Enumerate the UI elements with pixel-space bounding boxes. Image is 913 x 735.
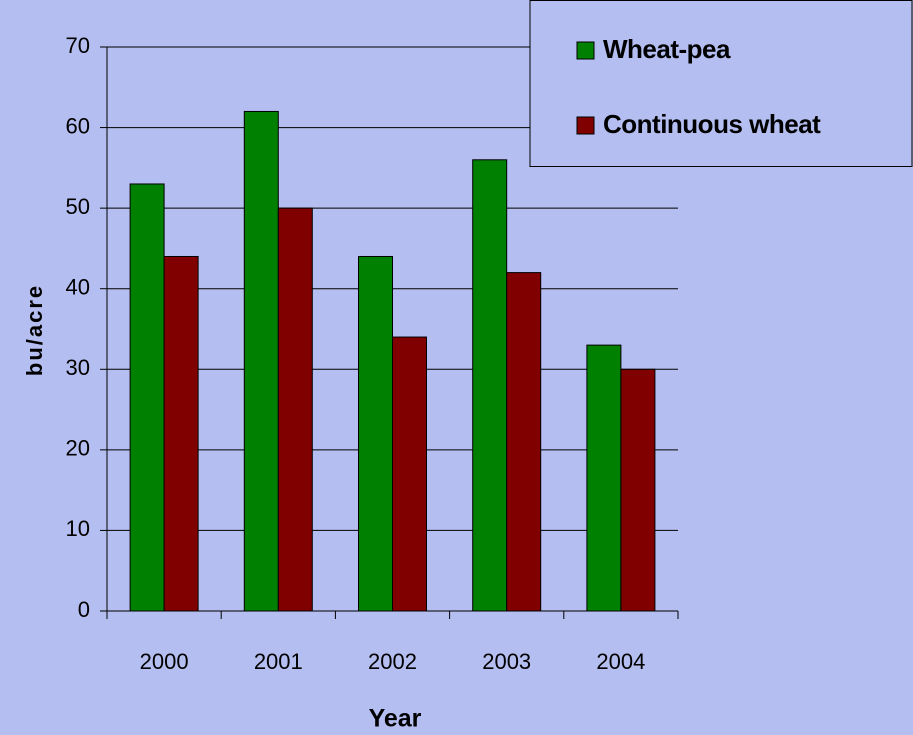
y-tick-label: 40 <box>66 275 90 300</box>
legend-label: Continuous wheat <box>603 109 821 139</box>
x-axis-label: Year <box>369 705 422 733</box>
x-tick-label: 2003 <box>482 649 531 674</box>
x-tick-label: 2000 <box>140 649 189 674</box>
bar <box>358 255 393 612</box>
legend-swatch <box>576 116 595 135</box>
x-tick-label: 2004 <box>596 649 645 674</box>
y-tick-label: 20 <box>66 436 90 461</box>
y-axis-label: bu/acre <box>22 284 47 376</box>
bar <box>586 344 622 612</box>
x-tick-label: 2002 <box>368 649 417 674</box>
bar <box>243 110 279 612</box>
y-tick-label: 50 <box>66 194 90 219</box>
y-tick-label: 10 <box>66 516 90 541</box>
bar <box>129 183 165 612</box>
legend-swatch <box>576 41 595 60</box>
y-tick-label: 70 <box>66 33 90 58</box>
y-tick-label: 30 <box>66 355 90 380</box>
bar <box>392 336 427 612</box>
y-tick-label: 0 <box>78 597 90 622</box>
x-tick-label: 2001 <box>254 649 303 674</box>
legend-label: Wheat-pea <box>603 34 731 64</box>
bar <box>620 368 656 612</box>
y-tick-label: 60 <box>66 113 90 138</box>
bar <box>277 207 313 612</box>
bar <box>506 272 542 612</box>
bar <box>472 159 508 612</box>
bar <box>163 255 199 612</box>
legend <box>529 0 913 167</box>
